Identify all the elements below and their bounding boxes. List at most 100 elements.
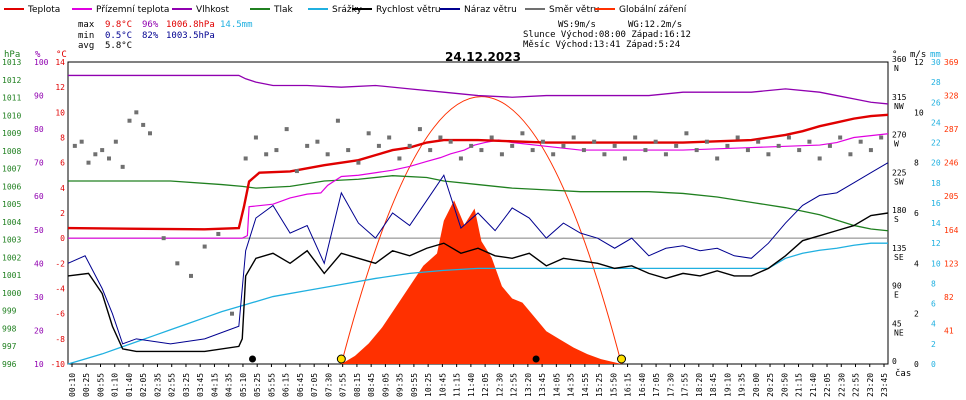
stat-min-label: min — [78, 31, 94, 41]
time-tick: 11:40 — [467, 373, 476, 397]
pressure-tick: 1011 — [2, 94, 21, 103]
temp-tick: 4 — [60, 184, 65, 193]
winddir-point — [868, 148, 873, 153]
time-tick: 22:30 — [837, 373, 846, 397]
pressure-tick: 999 — [2, 307, 17, 316]
pressure-tick: 1003 — [2, 236, 21, 245]
time-tick: 19:35 — [738, 373, 747, 397]
winddir-point — [581, 148, 586, 153]
winddir-point — [387, 135, 392, 140]
time-tick: 22:55 — [852, 373, 861, 397]
winddir-dir-tick: SW — [894, 177, 904, 186]
winddir-point — [120, 164, 125, 169]
winddir-point — [561, 143, 566, 148]
radiation-tick: 369 — [944, 58, 959, 67]
winddir-point — [612, 143, 617, 148]
time-tick: 21:15 — [795, 373, 804, 397]
time-tick: 14:55 — [581, 373, 590, 397]
time-tick: 09:35 — [396, 373, 405, 397]
time-tick: 15:25 — [595, 373, 604, 397]
legend-label: Srážky — [332, 5, 363, 15]
legend-label: Rychlost větru — [376, 5, 441, 15]
series-n-raz-v-tru — [67, 162, 889, 345]
winddir-point — [458, 156, 463, 161]
wind-tick: 4 — [914, 259, 919, 268]
rain-tick: 24 — [931, 118, 941, 127]
rain-tick: 28 — [931, 78, 941, 87]
wind-tick: 10 — [914, 108, 924, 117]
wind-tick: 0 — [914, 360, 919, 369]
wind-tick: 2 — [914, 310, 919, 319]
legend-label: Náraz větru — [464, 5, 517, 15]
series-p-zemn-teplota — [68, 133, 889, 239]
winddir-point — [694, 148, 699, 153]
winddir-dir-tick: SE — [894, 253, 904, 262]
info-slunce: Slunce Východ:08:00 Západ:16:12 — [523, 30, 691, 40]
legend-label: Přízemní teplota — [96, 5, 169, 15]
temp-tick: 14 — [55, 58, 65, 67]
winddir-point — [397, 156, 402, 161]
temp-tick: -6 — [55, 310, 65, 319]
winddir-point — [148, 131, 152, 136]
winddir-tick: 270 — [892, 131, 907, 140]
winddir-point — [305, 143, 310, 148]
temp-tick: -4 — [55, 285, 65, 294]
stat-min-hum: 82% — [142, 31, 159, 41]
unit-time: čas — [895, 368, 911, 379]
humidity-tick: 100 — [34, 58, 49, 67]
time-tick: 05:25 — [253, 373, 262, 397]
time-tick: 02:55 — [168, 373, 177, 397]
wind-tick: 8 — [914, 159, 919, 168]
unit-pct: % — [35, 50, 41, 60]
sunset-marker — [617, 354, 626, 364]
series-teplota — [67, 113, 889, 231]
temp-tick: 12 — [55, 83, 65, 92]
winddir-point — [838, 135, 843, 140]
winddir-tick: 0 — [892, 357, 897, 366]
rain-tick: 4 — [931, 320, 936, 329]
time-tick: 13:45 — [538, 373, 547, 397]
info-block: WS:9m/s WG:12.2m/s Slunce Východ:08:00 Z… — [523, 20, 691, 50]
series-tlak — [68, 175, 889, 232]
rain-tick: 14 — [931, 219, 941, 228]
time-tick: 00:25 — [82, 373, 91, 397]
winddir-point — [663, 152, 668, 157]
unit-ms: m/s — [910, 50, 926, 60]
wind-tick: 12 — [914, 58, 924, 67]
time-tick: 20:50 — [780, 373, 789, 397]
time-tick: 13:20 — [524, 373, 533, 397]
temp-tick: -10 — [51, 360, 66, 369]
time-tick: 17:05 — [652, 373, 661, 397]
pressure-tick: 1006 — [2, 182, 21, 191]
info-mesic: Měsíc Východ:13:41 Západ:5:24 — [523, 40, 680, 50]
info-wg: WG:12.2m/s — [628, 20, 682, 30]
winddir-point — [827, 143, 832, 148]
rain-tick: 26 — [931, 98, 941, 107]
stat-max-hum: 96% — [142, 20, 159, 30]
winddir-tick: 360 — [892, 55, 907, 64]
rain-tick: 12 — [931, 239, 941, 248]
rain-tick: 0 — [931, 360, 936, 369]
radiation-tick: 82 — [944, 293, 954, 302]
stat-max-rain: 14.5mm — [220, 20, 253, 30]
winddir-point — [571, 135, 576, 140]
winddir-point — [284, 127, 289, 132]
winddir-dir-tick: NW — [894, 102, 904, 111]
time-tick: 10:45 — [438, 373, 447, 397]
time-tick: 12:55 — [510, 373, 519, 397]
time-tick: 09:05 — [381, 373, 390, 397]
legend-label: Teplota — [27, 5, 60, 15]
winddir-tick: 315 — [892, 93, 907, 102]
radiation-tick: 164 — [944, 226, 959, 235]
time-tick: 07:30 — [324, 373, 333, 397]
humidity-tick: 10 — [34, 360, 44, 369]
info-ws: WS:9m/s — [558, 20, 596, 30]
winddir-point — [499, 152, 504, 157]
winddir-point — [817, 156, 822, 161]
temp-tick: 10 — [55, 108, 65, 117]
humidity-tick: 60 — [34, 192, 44, 201]
winddir-dir-tick: E — [894, 291, 899, 300]
pressure-tick: 1000 — [2, 289, 21, 298]
pressure-tick: 998 — [2, 324, 17, 333]
